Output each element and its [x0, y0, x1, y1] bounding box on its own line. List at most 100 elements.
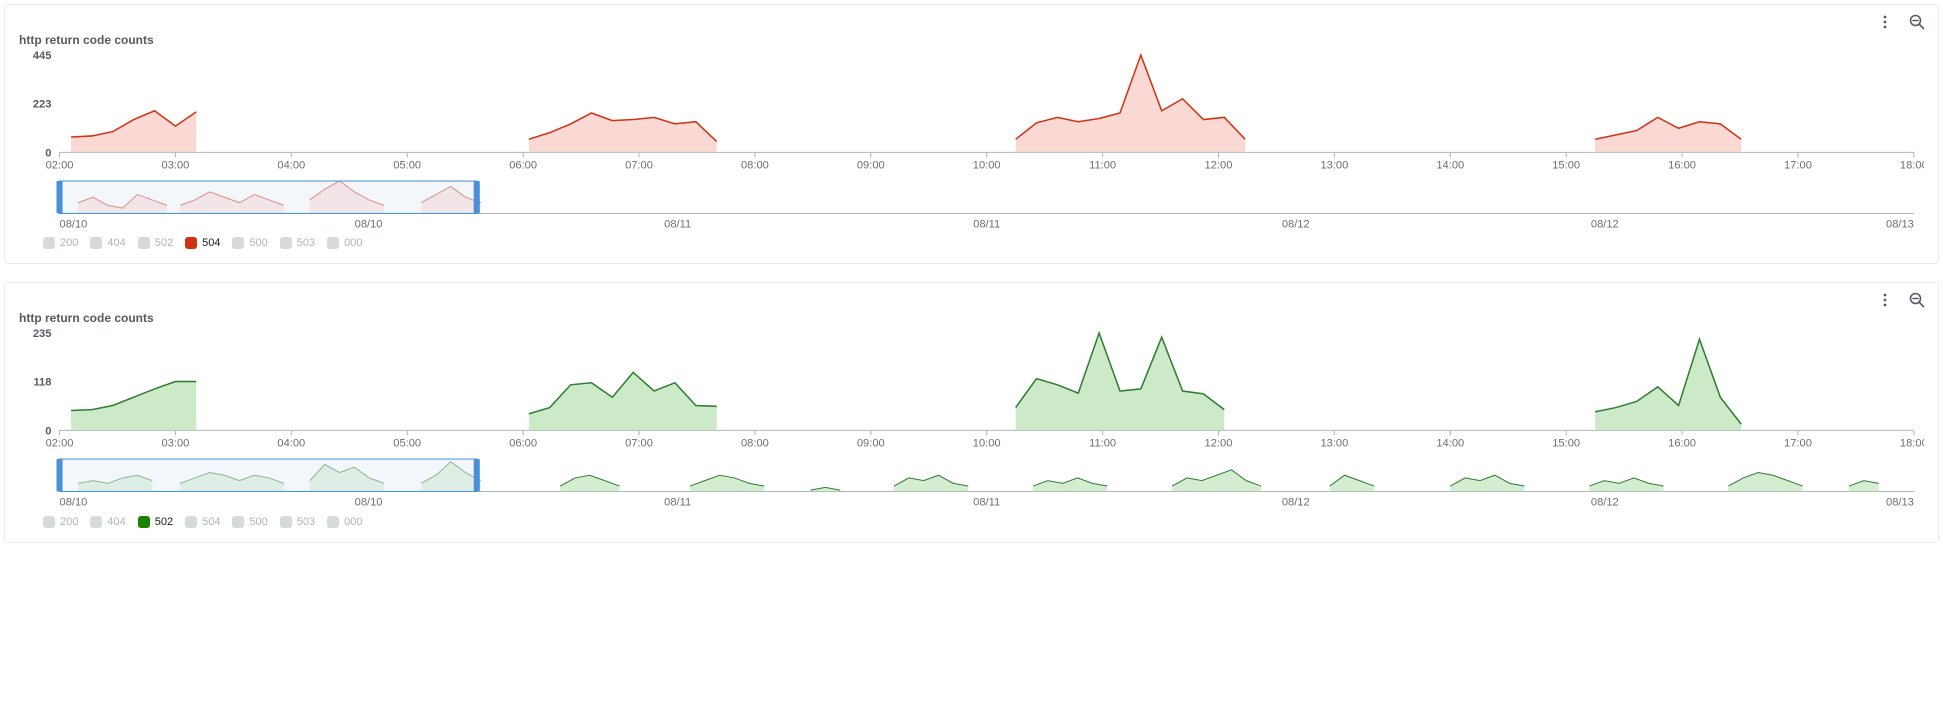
legend-item-200[interactable]: 200 — [43, 237, 78, 249]
legend-item-503[interactable]: 503 — [280, 516, 315, 528]
legend: 200 404 502 504 500 503 000 — [43, 516, 1924, 528]
svg-text:02:00: 02:00 — [46, 438, 74, 450]
legend-label: 500 — [249, 237, 267, 249]
legend-label: 500 — [249, 516, 267, 528]
legend-label: 200 — [60, 237, 78, 249]
svg-text:17:00: 17:00 — [1784, 438, 1812, 450]
legend-label: 504 — [202, 237, 220, 249]
svg-text:08/11: 08/11 — [973, 218, 1000, 229]
svg-text:08/11: 08/11 — [664, 218, 691, 229]
more-options-icon[interactable] — [1876, 13, 1894, 31]
svg-text:07:00: 07:00 — [625, 160, 653, 172]
svg-text:03:00: 03:00 — [162, 438, 190, 450]
chart-title: http return code counts — [19, 311, 1924, 325]
svg-text:11:00: 11:00 — [1089, 160, 1116, 172]
brush-region[interactable] — [60, 181, 477, 213]
legend-label: 404 — [107, 237, 125, 249]
legend-label: 502 — [155, 237, 173, 249]
svg-text:13:00: 13:00 — [1320, 160, 1348, 172]
legend-swatch — [138, 237, 150, 249]
brush-region[interactable] — [60, 459, 477, 491]
legend-swatch — [280, 237, 292, 249]
legend-item-404[interactable]: 404 — [90, 516, 125, 528]
legend-item-404[interactable]: 404 — [90, 237, 125, 249]
svg-text:08/10: 08/10 — [60, 496, 88, 507]
more-options-icon[interactable] — [1876, 291, 1894, 309]
svg-text:08:00: 08:00 — [741, 438, 769, 450]
legend-label: 000 — [344, 516, 362, 528]
legend-swatch — [327, 516, 339, 528]
legend-item-000[interactable]: 000 — [327, 237, 362, 249]
legend-label: 000 — [344, 237, 362, 249]
legend-label: 504 — [202, 516, 220, 528]
svg-text:17:00: 17:00 — [1784, 160, 1812, 172]
legend-swatch — [185, 516, 197, 528]
legend-swatch — [185, 237, 197, 249]
panel-actions — [1876, 13, 1926, 31]
svg-text:0: 0 — [45, 426, 51, 438]
svg-text:09:00: 09:00 — [857, 160, 885, 172]
svg-text:04:00: 04:00 — [277, 438, 305, 450]
svg-text:08/11: 08/11 — [973, 496, 1000, 507]
svg-text:08/12: 08/12 — [1591, 496, 1619, 507]
legend-item-502[interactable]: 502 — [138, 237, 173, 249]
svg-text:10:00: 10:00 — [973, 160, 1001, 172]
legend-item-502[interactable]: 502 — [138, 516, 173, 528]
svg-text:18:00: 18:00 — [1900, 160, 1924, 172]
brush-handle-left[interactable] — [56, 459, 62, 491]
svg-text:14:00: 14:00 — [1436, 160, 1464, 172]
zoom-out-icon[interactable] — [1908, 291, 1926, 309]
legend-item-000[interactable]: 000 — [327, 516, 362, 528]
brush-handle-right[interactable] — [474, 181, 480, 213]
svg-text:04:00: 04:00 — [277, 160, 305, 172]
svg-text:05:00: 05:00 — [393, 160, 421, 172]
svg-text:118: 118 — [33, 377, 51, 389]
svg-text:08/13: 08/13 — [1886, 218, 1914, 229]
legend-item-500[interactable]: 500 — [232, 237, 267, 249]
legend-swatch — [232, 237, 244, 249]
svg-text:08/13: 08/13 — [1886, 496, 1914, 507]
legend-label: 503 — [297, 516, 315, 528]
svg-text:08/10: 08/10 — [355, 496, 383, 507]
svg-text:08/12: 08/12 — [1282, 218, 1310, 229]
legend-item-500[interactable]: 500 — [232, 516, 267, 528]
legend-swatch — [327, 237, 339, 249]
svg-text:07:00: 07:00 — [625, 438, 653, 450]
legend-swatch — [138, 516, 150, 528]
legend-label: 502 — [155, 516, 173, 528]
svg-text:05:00: 05:00 — [393, 438, 421, 450]
overview-chart[interactable]: 08/1008/1008/1108/1108/1208/1208/13 — [19, 179, 1924, 230]
svg-text:08/11: 08/11 — [664, 496, 691, 507]
chart-panel: http return code counts022344502:0003:00… — [4, 4, 1939, 264]
svg-text:06:00: 06:00 — [509, 160, 537, 172]
svg-text:08/10: 08/10 — [355, 218, 383, 229]
legend-item-504[interactable]: 504 — [185, 516, 220, 528]
svg-text:08:00: 08:00 — [741, 160, 769, 172]
legend-swatch — [280, 516, 292, 528]
svg-text:12:00: 12:00 — [1205, 160, 1233, 172]
svg-text:08/12: 08/12 — [1591, 218, 1619, 229]
svg-text:0: 0 — [45, 147, 51, 159]
legend-item-504[interactable]: 504 — [185, 237, 220, 249]
legend-label: 404 — [107, 516, 125, 528]
svg-text:14:00: 14:00 — [1436, 438, 1464, 450]
svg-text:235: 235 — [33, 329, 52, 340]
svg-text:18:00: 18:00 — [1900, 438, 1924, 450]
main-chart[interactable]: 0 118 235 02:00 03:00 04:00 05:00 06:00 07:00 08:… — [19, 329, 1924, 451]
svg-text:13:00: 13:00 — [1320, 438, 1348, 450]
svg-text:06:00: 06:00 — [509, 438, 537, 450]
legend: 200 404 502 504 500 503 000 — [43, 237, 1924, 249]
svg-text:15:00: 15:00 — [1552, 160, 1580, 172]
overview-chart[interactable]: 08/1008/1008/1108/1108/1208/1208/13 — [19, 457, 1924, 508]
legend-item-200[interactable]: 200 — [43, 516, 78, 528]
svg-text:445: 445 — [33, 51, 52, 62]
legend-swatch — [232, 516, 244, 528]
svg-text:12:00: 12:00 — [1205, 438, 1233, 450]
brush-handle-left[interactable] — [56, 181, 62, 213]
legend-label: 200 — [60, 516, 78, 528]
zoom-out-icon[interactable] — [1908, 13, 1926, 31]
main-chart[interactable]: 022344502:0003:0004:0005:0006:0007:0008:… — [19, 51, 1924, 173]
brush-handle-right[interactable] — [474, 459, 480, 491]
legend-swatch — [90, 237, 102, 249]
legend-item-503[interactable]: 503 — [280, 237, 315, 249]
